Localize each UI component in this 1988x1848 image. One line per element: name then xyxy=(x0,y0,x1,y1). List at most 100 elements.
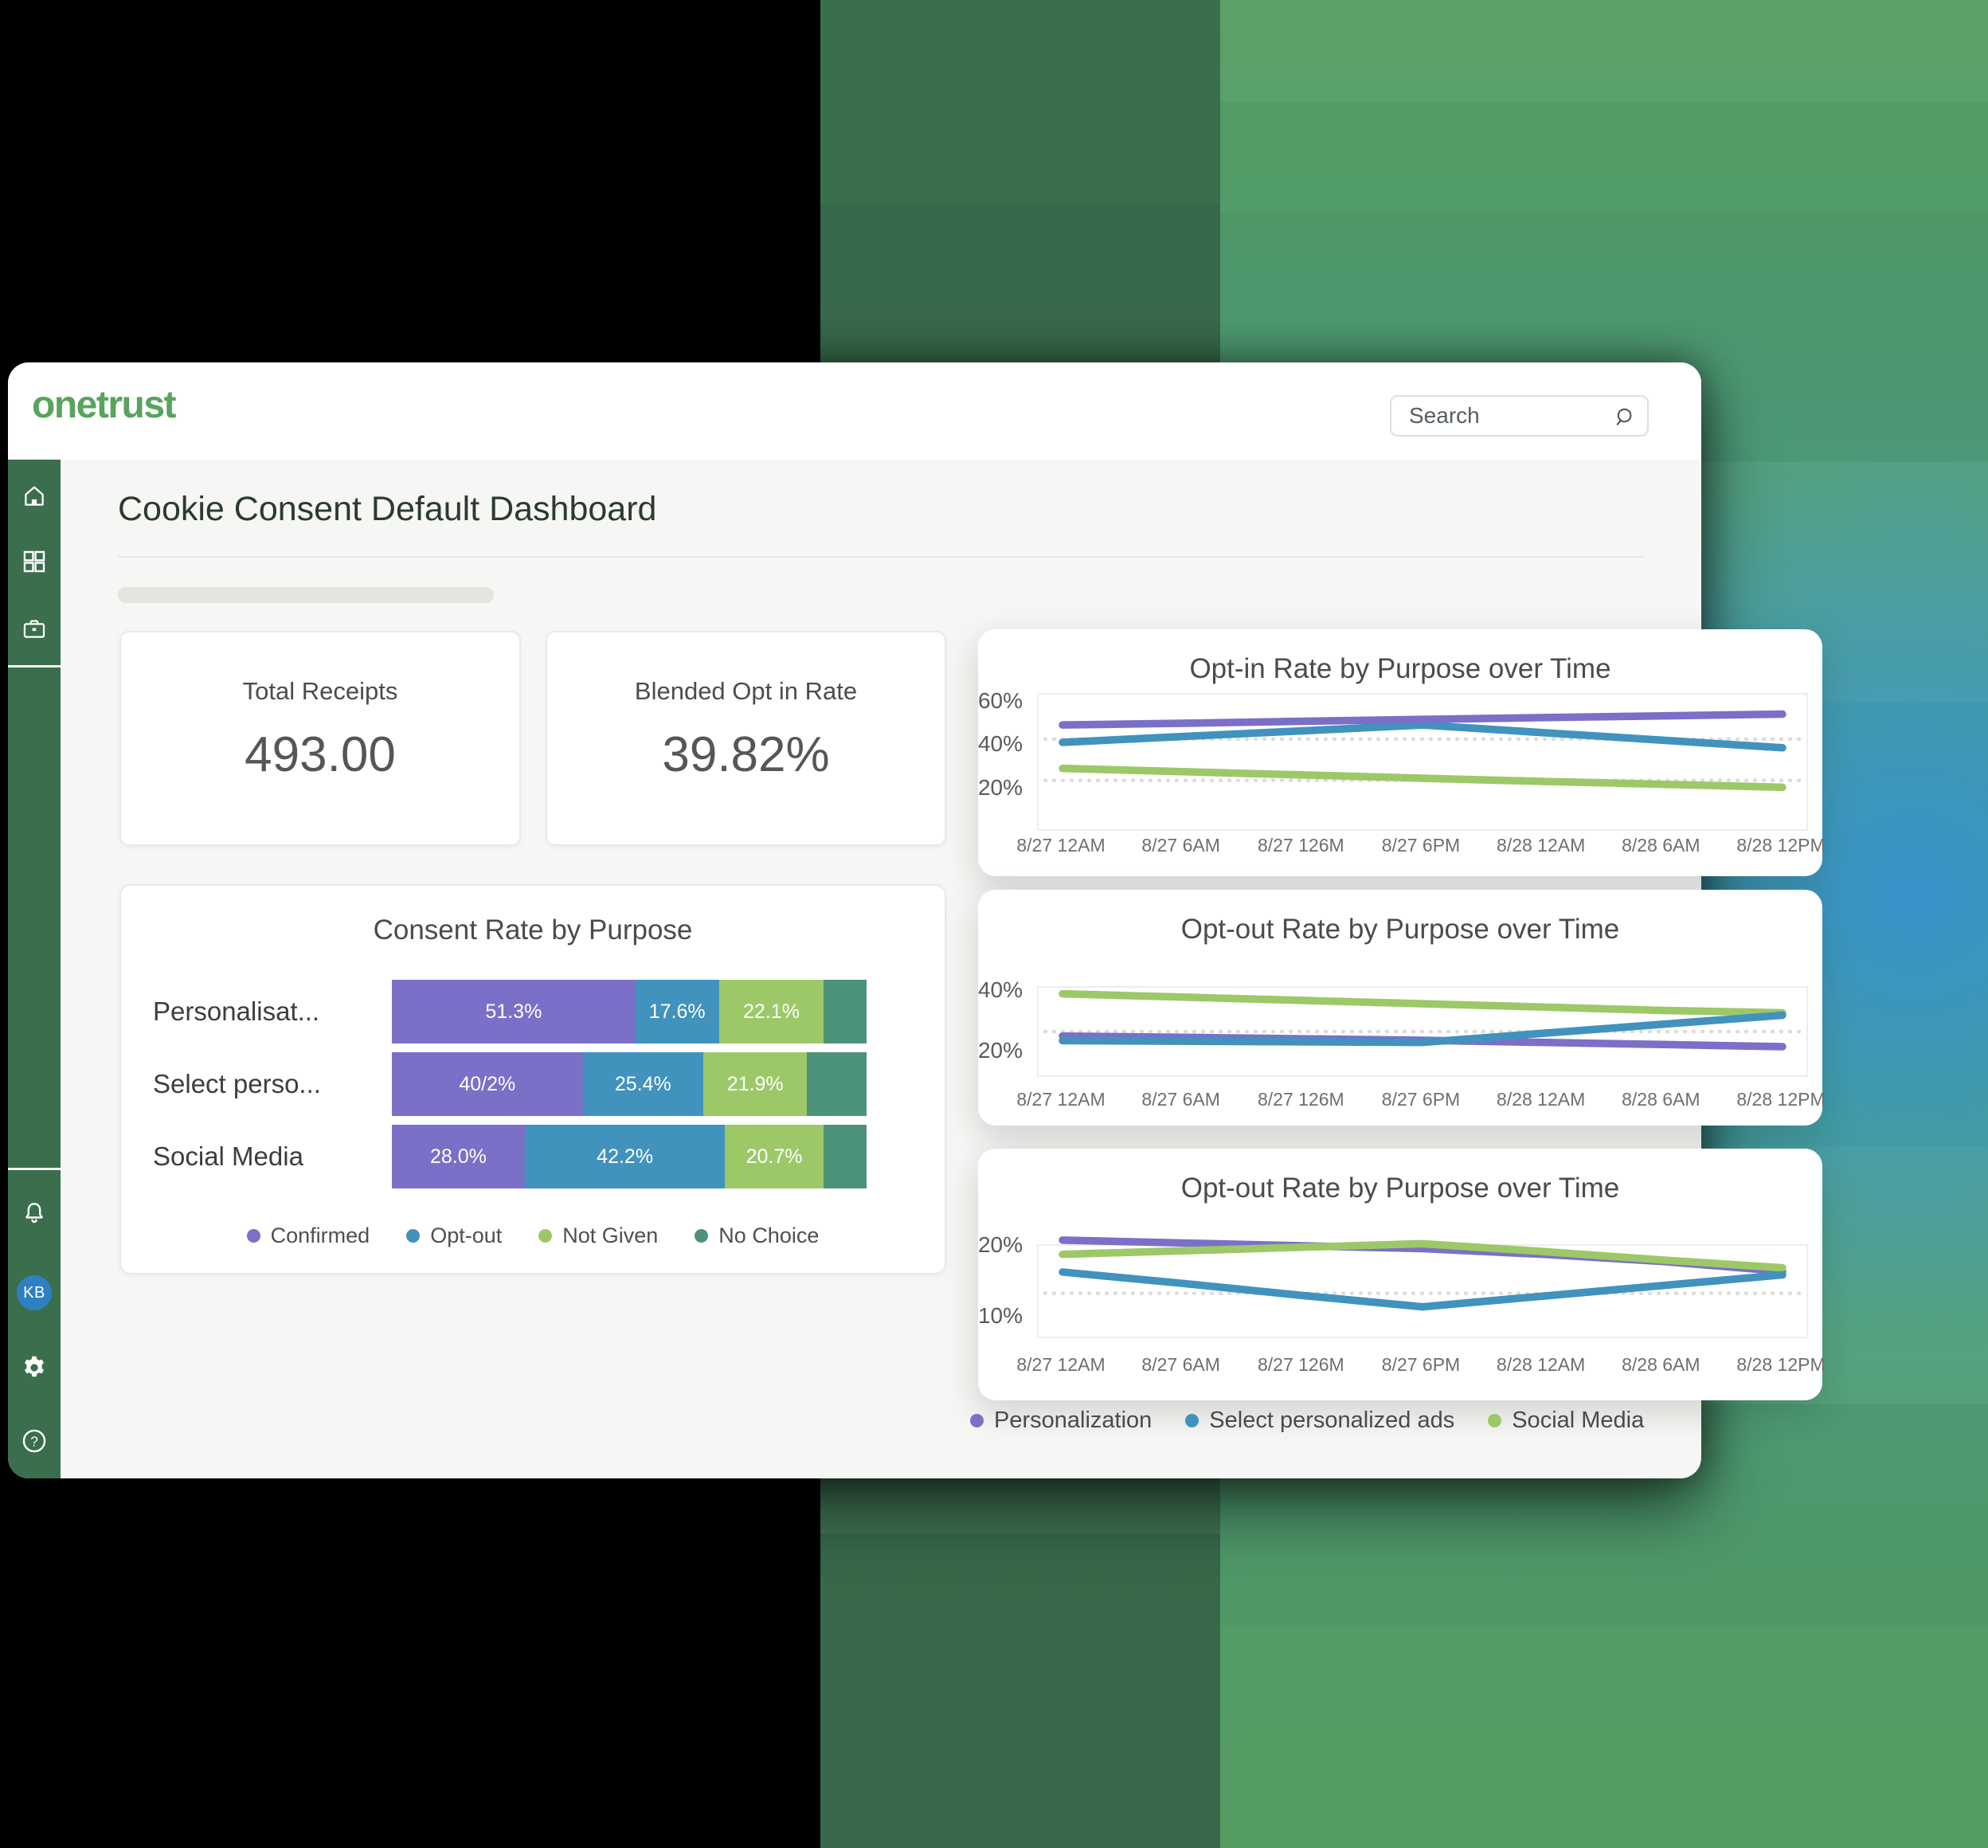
legend-label: Confirmed xyxy=(270,1224,370,1247)
opt-out-rate-chart-card-1: Opt-out Rate by Purpose over Time 40% 20%… xyxy=(977,890,1826,1126)
bar-segment-value: 21.9% xyxy=(726,1072,784,1095)
x-axis-tick: 8/28 12AM xyxy=(1497,835,1586,855)
x-axis-tick: 8/28 12PM xyxy=(1736,835,1826,855)
bar-segment-value: 17.6% xyxy=(648,1000,706,1023)
x-axis-tick: 8/28 12PM xyxy=(1736,1354,1826,1375)
help-icon: ? xyxy=(22,1429,46,1453)
bar-segment-notgiven: 22.1% xyxy=(718,980,824,1043)
onetrust-logo: onetrust xyxy=(32,384,177,426)
x-axis-tick: 8/28 12AM xyxy=(1497,1354,1586,1375)
y-axis-labels: 60% 40% 20% xyxy=(977,688,1031,831)
bar-row: Select perso... 40/2% 25.4% 21.9% xyxy=(153,1052,867,1116)
app-window: onetrust xyxy=(8,362,1826,1478)
sidebar-item-apps[interactable] xyxy=(18,546,50,578)
legend-item-notgiven: Not Given xyxy=(538,1224,658,1248)
legend-dot xyxy=(246,1229,260,1243)
y-axis-labels: 40% 20% xyxy=(977,977,1031,1077)
bar-row-label: Personalisat... xyxy=(153,996,320,1026)
bar-chart-title: Consent Rate by Purpose xyxy=(373,914,693,946)
opt-in-rate-chart-card: Opt-in Rate by Purpose over Time 60% 40% 2… xyxy=(977,629,1826,876)
bar-chart-rows: Personalisat... 51.3% 17.6% 22.1% Select per… xyxy=(153,980,867,1197)
line-series-social_media xyxy=(1059,1239,1786,1272)
line-series-social_media xyxy=(1059,989,1786,1017)
bar-track: 28.0% 42.2% 20.7% xyxy=(392,1125,867,1188)
sidebar-item-help[interactable]: ? xyxy=(18,1425,50,1457)
y-axis-labels: 20% 10% xyxy=(978,1232,1031,1338)
bar-segment-nochoice xyxy=(824,980,867,1043)
x-axis-tick: 8/27 6PM xyxy=(1381,1089,1461,1110)
x-axis-tick: 8/27 12AM xyxy=(1016,1354,1106,1375)
consent-rate-bar-chart-card: Consent Rate by Purpose Personalisat... 5… xyxy=(119,884,946,1274)
stat-value: 39.82% xyxy=(662,727,830,782)
legend-item-select_ads: Select personalized ads xyxy=(1185,1408,1454,1434)
line-series-social_media xyxy=(1059,764,1786,792)
x-axis-tick: 8/27 6AM xyxy=(1141,835,1220,855)
page-title: Cookie Consent Default Dashboard xyxy=(118,490,657,528)
stat-card-total-receipts: Total Receipts 493.00 xyxy=(119,631,521,846)
y-axis-tick: 60% xyxy=(977,687,1023,713)
line-chart-plot xyxy=(1037,693,1808,831)
x-axis-tick: 8/27 12AM xyxy=(1016,835,1106,855)
y-axis-tick: 40% xyxy=(977,731,1023,757)
bar-segment-value: 40/2% xyxy=(459,1072,516,1095)
sidebar-item-projects[interactable] xyxy=(18,613,50,644)
user-avatar[interactable]: KB xyxy=(17,1275,52,1310)
legend-label: Personalization xyxy=(994,1408,1152,1433)
bar-segment-value: 51.3% xyxy=(485,1000,542,1023)
sidebar-divider-top xyxy=(8,665,61,668)
bar-chart-legend: Confirmed Opt-out Not Given No Choice xyxy=(121,1224,945,1248)
sidebar-divider-bottom xyxy=(8,1168,61,1170)
bar-segment-value: 42.2% xyxy=(597,1145,654,1168)
x-axis-tick: 8/27 6AM xyxy=(1141,1354,1220,1375)
stat-label: Total Receipts xyxy=(242,677,398,705)
bar-row: Personalisat... 51.3% 17.6% 22.1% xyxy=(153,980,867,1043)
y-axis-tick: 20% xyxy=(977,1037,1023,1063)
x-axis-tick: 8/28 6AM xyxy=(1622,1089,1700,1110)
x-axis-tick: 8/28 6AM xyxy=(1622,835,1700,855)
legend-label: Select personalized ads xyxy=(1209,1408,1455,1433)
stat-value: 493.00 xyxy=(245,727,396,782)
search-box[interactable] xyxy=(1390,395,1649,437)
y-axis-tick: 20% xyxy=(977,1231,1023,1257)
bell-icon xyxy=(25,1203,43,1224)
sidebar-item-settings[interactable] xyxy=(18,1352,50,1384)
opt-out-rate-chart-card-2: Opt-out Rate by Purpose over Time 20% 10%… xyxy=(978,1149,1826,1400)
line-series-select_ads xyxy=(1059,1268,1786,1311)
bar-segment-value: 25.4% xyxy=(614,1072,671,1095)
legend-label: No Choice xyxy=(718,1224,820,1247)
legend-dot xyxy=(970,1414,984,1427)
bar-segment-value: 22.1% xyxy=(743,1000,800,1023)
line-charts-legend: Personalization Select personalized ads So… xyxy=(970,1408,1644,1434)
sidebar: KB ? xyxy=(8,460,61,1478)
legend-label: Social Media xyxy=(1512,1408,1645,1433)
bar-segment-confirmed: 51.3% xyxy=(392,980,636,1043)
bar-row-label: Select perso... xyxy=(153,1069,321,1098)
legend-dot xyxy=(1488,1414,1502,1427)
bar-segment-confirmed: 40/2% xyxy=(392,1052,583,1116)
sidebar-item-notifications[interactable] xyxy=(18,1197,50,1229)
app-header: onetrust xyxy=(8,362,1701,460)
bar-segment-nochoice xyxy=(807,1052,867,1116)
line-series-select_ads xyxy=(1059,1011,1786,1047)
legend-item-confirmed: Confirmed xyxy=(246,1224,370,1248)
x-axis-tick: 8/27 126M xyxy=(1257,1089,1344,1110)
line-chart-title: Opt-out Rate by Purpose over Time xyxy=(1180,914,1620,945)
x-axis-tick: 8/28 12AM xyxy=(1497,1089,1586,1110)
bar-segment-nochoice xyxy=(823,1125,867,1188)
sidebar-item-home[interactable] xyxy=(18,480,50,512)
legend-dot xyxy=(695,1229,709,1243)
legend-label: Opt-out xyxy=(430,1224,503,1247)
bar-segment-notgiven: 21.9% xyxy=(702,1052,808,1116)
x-axis-tick: 8/27 126M xyxy=(1257,835,1344,855)
search-icon[interactable] xyxy=(1612,405,1636,429)
gear-icon xyxy=(25,1356,45,1377)
line-chart-title: Opt-in Rate by Purpose over Time xyxy=(1189,653,1611,684)
legend-dot xyxy=(406,1229,421,1243)
search-input[interactable] xyxy=(1391,397,1647,435)
x-axis-tick: 8/27 12AM xyxy=(1016,1089,1106,1110)
bar-segment-notgiven: 20.7% xyxy=(725,1125,824,1188)
line-chart-title: Opt-out Rate by Purpose over Time xyxy=(1180,1173,1620,1204)
bar-segment-value: 20.7% xyxy=(746,1145,803,1168)
x-axis-tick: 8/27 126M xyxy=(1257,1354,1344,1375)
